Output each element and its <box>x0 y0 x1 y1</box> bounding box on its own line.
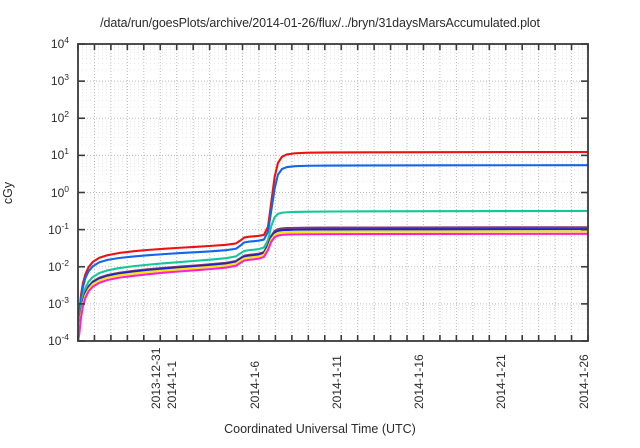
y-tick-label: 10-1 <box>48 220 69 237</box>
x-tick-label: 2014-1-26 <box>576 354 591 409</box>
x-axis-label: Coordinated Universal Time (UTC) <box>224 422 416 436</box>
x-tick-label: 2014-1-16 <box>412 354 427 409</box>
x-tick-label: 2013-12-31 <box>148 347 163 409</box>
series-line-red <box>78 150 588 341</box>
series-line-green <box>78 209 588 341</box>
series-line-blue <box>78 164 588 341</box>
x-tick-label: 2014-1-21 <box>494 354 509 409</box>
axis-ticks <box>77 43 589 342</box>
series-line-magenta <box>78 232 588 341</box>
y-tick-label: 104 <box>50 35 69 51</box>
y-tick-label: 10-2 <box>48 257 69 274</box>
x-tick-label: 2014-1-11 <box>329 355 344 409</box>
y-tick-label: 10-3 <box>48 294 69 311</box>
series-line-yellow <box>78 230 588 341</box>
y-tick-label: 100 <box>50 183 69 200</box>
y-axis-label: cGy <box>1 181 15 204</box>
x-tick-label: 2014-1-1 <box>165 360 180 409</box>
y-tick-label: 10-4 <box>48 332 69 348</box>
y-tick-label: 101 <box>50 146 69 163</box>
y-tick-label: 102 <box>50 109 69 126</box>
y-tick-label: 103 <box>50 72 69 89</box>
gridlines <box>78 44 588 341</box>
data-series-layer <box>78 150 588 341</box>
x-tick-label: 2014-1-6 <box>247 360 262 409</box>
series-line-navy <box>78 228 588 341</box>
page-title: /data/run/goesPlots/archive/2014-01-26/f… <box>100 16 540 30</box>
